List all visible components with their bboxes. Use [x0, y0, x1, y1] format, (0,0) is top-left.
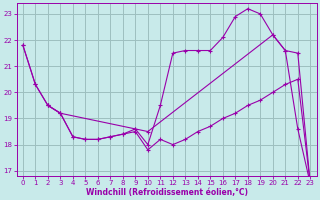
X-axis label: Windchill (Refroidissement éolien,°C): Windchill (Refroidissement éolien,°C)	[85, 188, 248, 197]
